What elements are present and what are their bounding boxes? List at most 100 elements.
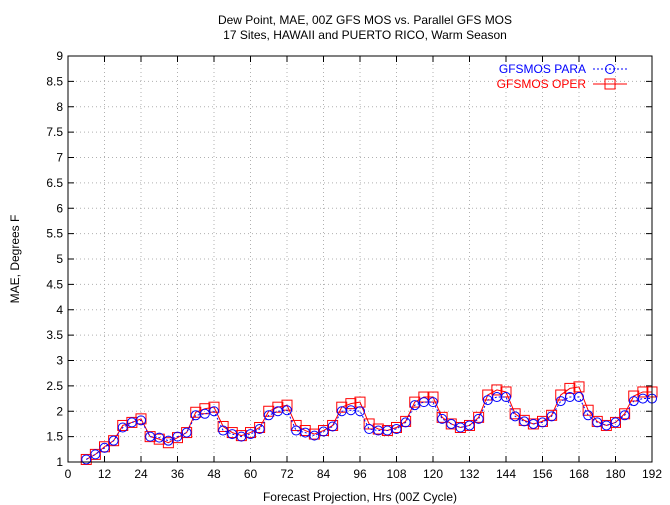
data-point-gfsmos-para — [473, 413, 484, 424]
x-tick-label: 156 — [532, 467, 552, 481]
data-point-gfsmos-para — [245, 429, 256, 440]
x-tick-label: 36 — [171, 467, 185, 481]
data-point-gfsmos-para — [391, 424, 402, 435]
data-point-gfsmos-para — [546, 411, 557, 422]
x-tick-label: 72 — [280, 467, 294, 481]
plot-frame — [67, 55, 653, 463]
legend-marker-gfsmos-oper — [604, 78, 616, 90]
data-point-gfsmos-para — [455, 422, 466, 433]
legend-label-gfsmos-oper: GFSMOS OPER — [497, 77, 587, 91]
data-point-gfsmos-para — [510, 411, 521, 422]
data-point-gfsmos-oper — [518, 414, 530, 426]
data-point-gfsmos-para — [181, 427, 192, 438]
data-point-gfsmos-para — [300, 427, 311, 438]
data-point-gfsmos-para — [327, 421, 338, 432]
data-point-gfsmos-para — [199, 408, 210, 419]
chart-subtitle: 17 Sites, HAWAII and PUERTO RICO, Warm S… — [223, 28, 507, 42]
legend-marker-gfsmos-para — [605, 64, 615, 74]
data-point-gfsmos-para — [309, 430, 320, 441]
y-tick-label: 9 — [56, 49, 63, 63]
x-tick-label: 24 — [134, 467, 148, 481]
data-point-gfsmos-para — [108, 435, 119, 446]
data-point-gfsmos-oper — [99, 441, 110, 453]
data-point-gfsmos-para — [209, 406, 219, 417]
data-point-gfsmos-para — [291, 425, 302, 436]
grid-lines — [68, 56, 652, 462]
series-line-gfsmos-para — [86, 396, 652, 460]
x-tick-label: 84 — [317, 467, 331, 481]
data-point-gfsmos-oper — [336, 401, 348, 413]
data-point-gfsmos-para — [409, 400, 420, 411]
data-point-gfsmos-oper — [391, 421, 402, 433]
data-point-gfsmos-oper — [500, 386, 512, 398]
data-point-gfsmos-oper — [546, 409, 558, 421]
y-tick-label: 7.5 — [46, 125, 63, 139]
data-point-gfsmos-para — [583, 410, 594, 421]
y-tick-label: 2.5 — [46, 379, 63, 393]
data-point-gfsmos-oper — [400, 415, 412, 427]
data-point-gfsmos-para — [218, 425, 229, 436]
data-point-gfsmos-para — [519, 416, 530, 427]
data-point-gfsmos-oper — [491, 384, 503, 396]
data-point-gfsmos-para — [318, 426, 329, 437]
data-point-gfsmos-oper — [345, 398, 357, 410]
data-point-gfsmos-para — [464, 420, 475, 431]
data-point-gfsmos-para — [437, 413, 448, 424]
y-axis-label: MAE, Degrees F — [8, 215, 22, 304]
data-point-gfsmos-oper — [509, 408, 521, 420]
legend-label-gfsmos-para: GFSMOS PARA — [499, 62, 586, 76]
data-point-gfsmos-oper — [573, 381, 585, 393]
x-tick-label: 96 — [353, 467, 367, 481]
data-point-gfsmos-oper — [217, 420, 229, 432]
data-point-gfsmos-oper — [473, 411, 485, 423]
data-point-gfsmos-oper — [619, 408, 631, 420]
chart-title: Dew Point, MAE, 00Z GFS MOS vs. Parallel… — [218, 13, 512, 27]
y-tick-label: 3 — [56, 354, 63, 368]
data-point-gfsmos-para — [136, 415, 146, 426]
data-point-gfsmos-para — [400, 417, 411, 428]
y-tick-label: 8.5 — [46, 74, 63, 88]
data-point-gfsmos-para — [446, 418, 457, 429]
data-point-gfsmos-para — [227, 429, 238, 440]
data-point-gfsmos-oper — [272, 401, 284, 413]
y-tick-label: 5 — [56, 252, 63, 266]
data-point-gfsmos-para — [117, 422, 128, 433]
data-point-gfsmos-para — [601, 420, 612, 431]
data-point-gfsmos-para — [236, 431, 247, 442]
data-point-gfsmos-para — [172, 431, 183, 442]
x-tick-label: 108 — [386, 467, 406, 481]
data-point-gfsmos-para — [619, 410, 630, 421]
data-point-gfsmos-para — [163, 435, 174, 446]
y-tick-label: 4 — [56, 303, 63, 317]
data-point-gfsmos-para — [555, 396, 566, 407]
y-tick-label: 3.5 — [46, 328, 63, 342]
data-point-gfsmos-oper — [591, 415, 603, 427]
data-point-gfsmos-para — [537, 417, 548, 428]
x-tick-label: 168 — [569, 467, 589, 481]
data-point-gfsmos-para — [428, 397, 438, 408]
y-tick-label: 2 — [56, 404, 63, 418]
data-point-gfsmos-oper — [427, 391, 439, 403]
data-point-gfsmos-para — [592, 417, 603, 428]
y-tick-label: 7 — [56, 151, 63, 165]
data-point-gfsmos-para — [501, 392, 511, 403]
series-layer — [80, 381, 658, 465]
data-point-gfsmos-para — [628, 396, 639, 407]
data-point-gfsmos-para — [610, 417, 621, 428]
data-point-gfsmos-para — [126, 417, 137, 428]
data-point-gfsmos-para — [99, 442, 110, 453]
x-axis-ticks: 0 12 24 36 48 60 72 84 96 108 120 132 144 156 168 180 19… — [65, 56, 662, 481]
data-point-gfsmos-para — [81, 454, 92, 465]
data-point-gfsmos-oper — [135, 413, 147, 425]
y-tick-label: 6 — [56, 201, 63, 215]
data-point-gfsmos-para — [154, 432, 165, 443]
data-point-gfsmos-para — [254, 424, 265, 435]
x-tick-label: 120 — [423, 467, 443, 481]
data-point-gfsmos-para — [282, 405, 292, 416]
y-tick-label: 8 — [56, 100, 63, 114]
x-tick-label: 144 — [496, 467, 516, 481]
y-tick-label: 4.5 — [46, 277, 63, 291]
y-tick-label: 5.5 — [46, 227, 63, 241]
